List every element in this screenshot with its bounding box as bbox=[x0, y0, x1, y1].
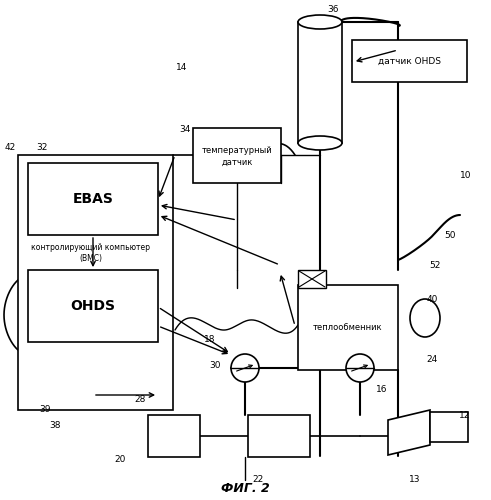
Bar bbox=[193, 128, 281, 183]
Text: 34: 34 bbox=[179, 126, 191, 134]
Text: 42: 42 bbox=[4, 144, 16, 152]
Text: 52: 52 bbox=[429, 260, 441, 270]
Text: ФИГ. 2: ФИГ. 2 bbox=[221, 482, 270, 494]
Ellipse shape bbox=[298, 136, 342, 150]
Circle shape bbox=[346, 354, 374, 382]
Bar bbox=[298, 285, 398, 370]
Text: (ВМС): (ВМС) bbox=[79, 254, 102, 264]
Text: 20: 20 bbox=[114, 456, 126, 464]
Text: 30: 30 bbox=[209, 360, 221, 370]
Text: датчик: датчик bbox=[221, 158, 253, 167]
Text: теплообменник: теплообменник bbox=[313, 323, 383, 332]
Text: 22: 22 bbox=[252, 476, 264, 484]
Text: 36: 36 bbox=[327, 6, 339, 15]
Text: 32: 32 bbox=[36, 144, 48, 152]
Text: 13: 13 bbox=[409, 476, 421, 484]
Ellipse shape bbox=[410, 299, 440, 337]
Text: температурный: температурный bbox=[202, 146, 273, 155]
Text: контролирующий компьютер: контролирующий компьютер bbox=[31, 244, 150, 252]
Text: OHDS: OHDS bbox=[71, 299, 115, 313]
Polygon shape bbox=[388, 410, 430, 455]
Text: 39: 39 bbox=[39, 406, 51, 414]
Bar bbox=[430, 412, 468, 442]
Text: 16: 16 bbox=[376, 386, 388, 394]
Text: 38: 38 bbox=[49, 420, 61, 430]
Bar bbox=[148, 415, 200, 457]
Text: 24: 24 bbox=[426, 356, 437, 364]
Text: 10: 10 bbox=[460, 170, 472, 179]
Text: 40: 40 bbox=[426, 296, 437, 304]
Text: датчик OHDS: датчик OHDS bbox=[378, 56, 441, 66]
Text: 14: 14 bbox=[176, 64, 188, 72]
Bar bbox=[248, 415, 310, 457]
Bar bbox=[18, 155, 173, 410]
Circle shape bbox=[231, 354, 259, 382]
Bar bbox=[28, 270, 158, 342]
Text: EBAS: EBAS bbox=[73, 192, 113, 206]
Ellipse shape bbox=[298, 15, 342, 29]
Bar bbox=[352, 40, 467, 82]
Bar bbox=[298, 22, 342, 143]
Text: 28: 28 bbox=[135, 396, 146, 404]
Text: 18: 18 bbox=[204, 336, 216, 344]
Bar bbox=[28, 163, 158, 235]
Text: 50: 50 bbox=[444, 230, 456, 239]
Text: 12: 12 bbox=[459, 410, 471, 420]
Bar bbox=[298, 270, 326, 288]
